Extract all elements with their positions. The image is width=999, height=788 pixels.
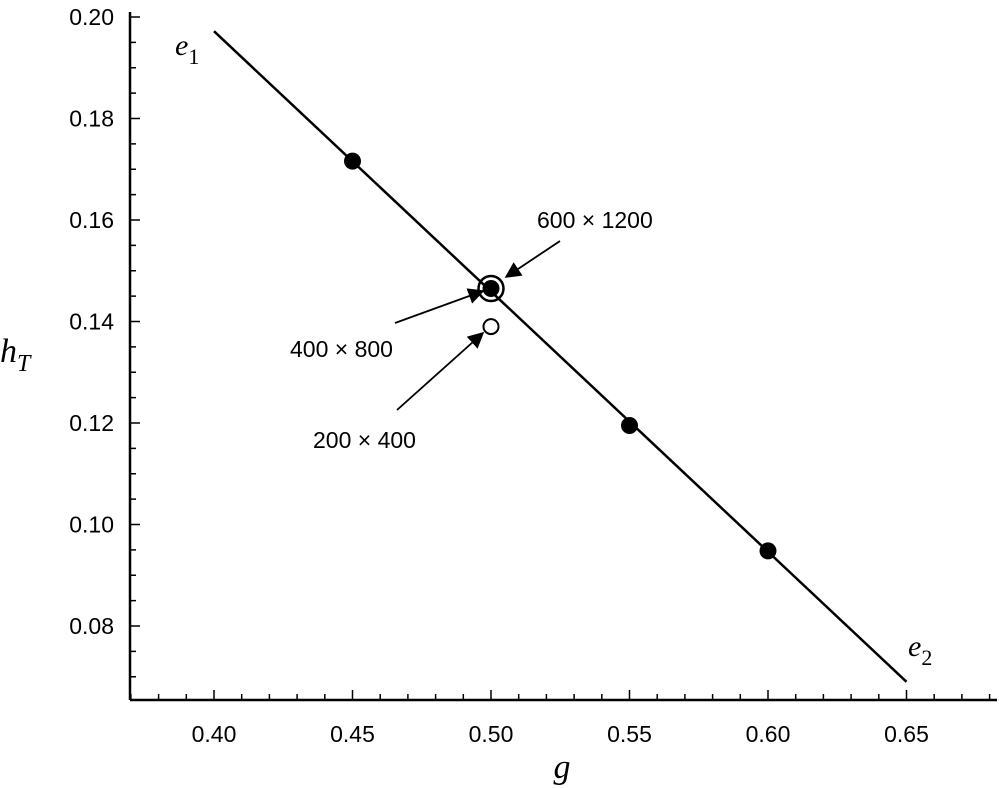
filled-point: [482, 280, 500, 298]
annotation-label: 600 × 1200: [537, 207, 653, 233]
annotation-arrow: [394, 288, 485, 324]
x-tick-label: 0.45: [330, 721, 375, 747]
line-label-e1: e1: [175, 29, 199, 69]
annotations: 600 × 1200 400 × 800 200 × 400: [290, 207, 653, 453]
y-tick-label: 0.08: [69, 613, 114, 639]
y-tick-label: 0.14: [69, 309, 114, 335]
annotation-label: 200 × 400: [313, 427, 416, 453]
y-tick-label: 0.10: [69, 512, 114, 538]
axis-titles: g hT: [0, 333, 571, 786]
line-label-e1-main: e: [175, 29, 188, 62]
x-tick-label: 0.50: [469, 721, 514, 747]
axes: [128, 12, 997, 702]
y-axis-title-subscript: T: [17, 351, 32, 377]
annotation-label: 400 × 800: [290, 336, 393, 362]
filled-point: [621, 417, 638, 435]
y-axis-title-main: h: [0, 333, 17, 370]
x-axis-title: g: [554, 749, 571, 786]
series-line: [213, 30, 908, 683]
filled-point: [344, 152, 361, 170]
line-label-e2-main: e: [908, 630, 921, 663]
line-label-e2: e2: [908, 630, 932, 670]
x-tick-label: 0.60: [746, 721, 791, 747]
y-axis-title: hT: [0, 333, 32, 377]
line-label-e1-subscript: 1: [188, 44, 199, 69]
y-tick-label: 0.12: [69, 410, 114, 436]
x-tick-label: 0.55: [607, 721, 652, 747]
y-tick-label: 0.18: [69, 106, 114, 132]
annotation-arrow: [396, 331, 485, 411]
y-tick-label: 0.16: [69, 207, 114, 233]
filled-point: [759, 542, 777, 560]
x-tick-label: 0.65: [884, 721, 929, 747]
open-point: [482, 318, 500, 336]
data-points: [344, 152, 777, 560]
x-tick-label: 0.40: [192, 721, 237, 747]
line-label-e2-subscript: 2: [921, 645, 932, 670]
y-tick-label: 0.20: [69, 4, 114, 30]
ticks: 0.40 0.45 0.50 0.55 0.60 0.65 0.08 0.10 0.12 0.14…: [69, 4, 991, 747]
annotation-arrow: [504, 240, 561, 278]
